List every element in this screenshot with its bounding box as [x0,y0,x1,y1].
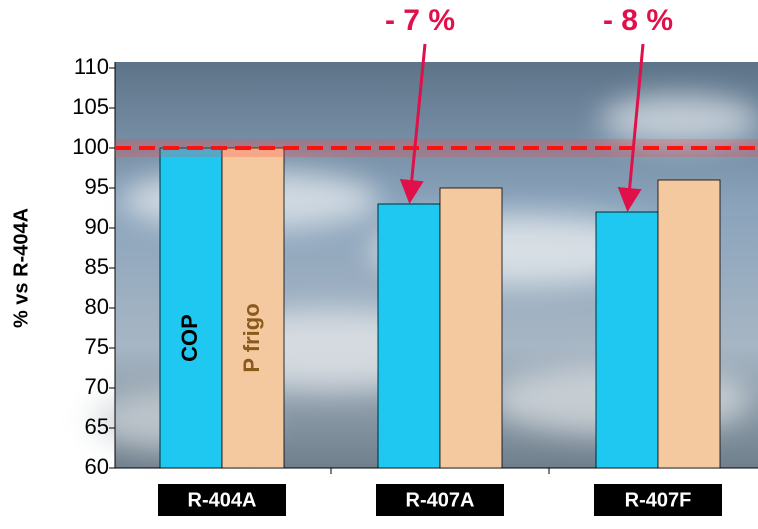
y-tick-label: 65 [85,414,109,439]
y-tick-label: 100 [72,134,109,159]
y-tick-label: 75 [85,334,109,359]
page: {"chart_data": {"type": "bar", "y_label"… [0,0,758,524]
chart: % vs R-404A 60 65 70 75 80 85 90 95 100 105 110 R-4… [0,0,758,524]
bar [440,188,502,468]
x-tick-label: R-407A [406,489,475,511]
y-tick-label: 80 [85,294,109,319]
y-tick-label: 90 [85,214,109,239]
annotation: - 8 % [603,4,673,37]
y-tick-label: 110 [74,54,109,79]
x-tick-label: R-407F [625,489,692,511]
bar [378,204,440,468]
y-tick-label: 85 [85,254,109,279]
series-label: P frigo [239,303,264,372]
y-tick-label: 60 [85,454,109,479]
y-tick-label: 95 [85,174,109,199]
bar [160,148,222,468]
series-label: COP [177,314,202,362]
bar [596,212,658,468]
annotation: - 7 % [385,4,455,37]
y-tick-label: 70 [85,374,109,399]
bar [658,180,720,468]
y-tick-label: 105 [72,94,109,119]
x-tick-label: R-404A [188,489,257,511]
y-axis-label: % vs R-404A [10,208,32,328]
